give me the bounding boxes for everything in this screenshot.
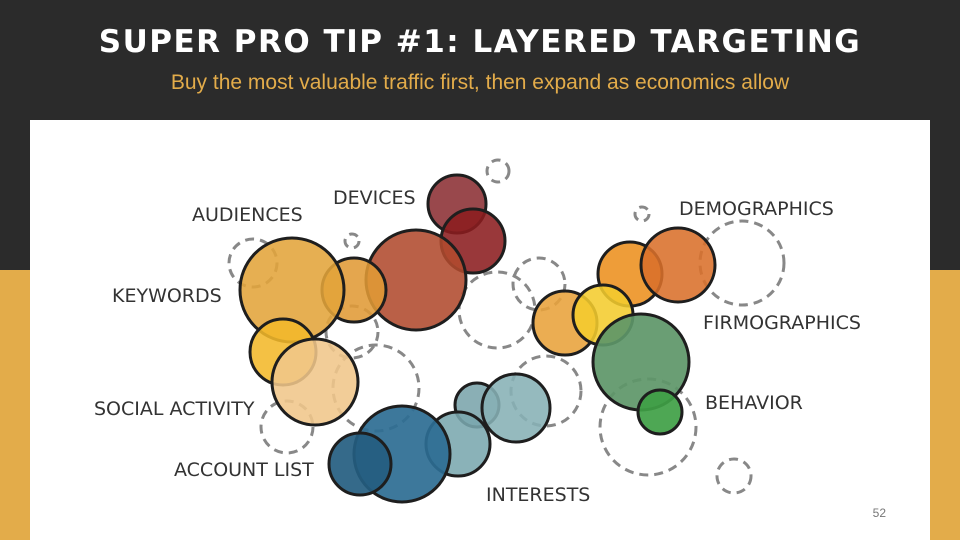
label-social-activity: SOCIAL ACTIVITY bbox=[94, 398, 255, 420]
label-devices: DEVICES bbox=[333, 187, 416, 209]
label-demographics: DEMOGRAPHICS bbox=[679, 198, 834, 220]
dashed-circle bbox=[457, 270, 537, 350]
diagram-card: AUDIENCES DEVICES DEMOGRAPHICS KEYWORDS … bbox=[30, 120, 930, 540]
label-firmographics: FIRMOGRAPHICS bbox=[703, 312, 861, 334]
dashed-circle bbox=[698, 219, 786, 307]
slide-subtitle: Buy the most valuable traffic first, the… bbox=[170, 71, 790, 94]
page-number: 52 bbox=[872, 506, 886, 520]
dashed-circle bbox=[485, 158, 511, 184]
account-list-circle-small bbox=[327, 431, 393, 497]
social-activity-circle bbox=[270, 337, 360, 427]
label-keywords: KEYWORDS bbox=[112, 285, 222, 307]
dashed-circle bbox=[511, 256, 567, 312]
slide-title: SUPER PRO TIP #1: LAYERED TARGETING bbox=[98, 24, 862, 60]
dashed-circle bbox=[633, 205, 651, 223]
layered-targeting-diagram: AUDIENCES DEVICES DEMOGRAPHICS KEYWORDS … bbox=[94, 158, 861, 506]
label-interests: INTERESTS bbox=[486, 484, 590, 506]
dashed-circle bbox=[715, 457, 753, 495]
label-audiences: AUDIENCES bbox=[192, 204, 303, 226]
demographics-circle-right bbox=[639, 226, 717, 304]
dashed-circle bbox=[343, 232, 361, 250]
interests-circle-medium bbox=[480, 372, 552, 444]
label-behavior: BEHAVIOR bbox=[705, 392, 803, 414]
label-account-list: ACCOUNT LIST bbox=[174, 459, 314, 481]
behavior-circle-small bbox=[636, 388, 684, 436]
